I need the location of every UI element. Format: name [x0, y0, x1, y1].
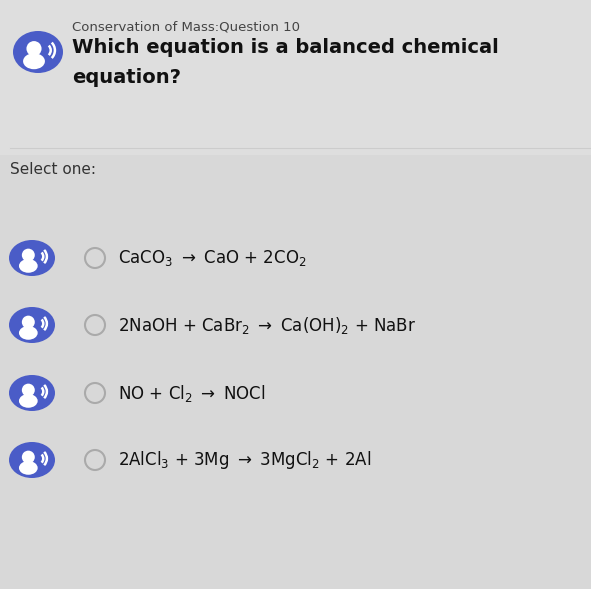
- Text: Which equation is a balanced chemical: Which equation is a balanced chemical: [72, 38, 499, 57]
- Ellipse shape: [13, 31, 63, 73]
- Text: CaCO$_3$ $\rightarrow$ CaO + 2CO$_2$: CaCO$_3$ $\rightarrow$ CaO + 2CO$_2$: [118, 248, 307, 268]
- Ellipse shape: [19, 326, 38, 340]
- Ellipse shape: [9, 375, 55, 411]
- Text: 2NaOH + CaBr$_2$ $\rightarrow$ Ca(OH)$_2$ + NaBr: 2NaOH + CaBr$_2$ $\rightarrow$ Ca(OH)$_2…: [118, 315, 416, 336]
- Circle shape: [22, 451, 35, 464]
- Circle shape: [22, 316, 35, 329]
- Ellipse shape: [9, 442, 55, 478]
- Text: 2AlCl$_3$ + 3Mg $\rightarrow$ 3MgCl$_2$ + 2Al: 2AlCl$_3$ + 3Mg $\rightarrow$ 3MgCl$_2$ …: [118, 449, 371, 471]
- Circle shape: [22, 249, 35, 262]
- Ellipse shape: [9, 240, 55, 276]
- Text: NO + Cl$_2$ $\rightarrow$ NOCl: NO + Cl$_2$ $\rightarrow$ NOCl: [118, 382, 265, 403]
- Circle shape: [27, 41, 41, 56]
- Text: Select one:: Select one:: [10, 162, 96, 177]
- FancyBboxPatch shape: [0, 0, 591, 155]
- Ellipse shape: [19, 394, 38, 408]
- Ellipse shape: [19, 259, 38, 273]
- Circle shape: [22, 383, 35, 396]
- Ellipse shape: [9, 307, 55, 343]
- Ellipse shape: [19, 461, 38, 475]
- Ellipse shape: [23, 53, 45, 70]
- Text: equation?: equation?: [72, 68, 181, 87]
- Text: Conservation of Mass:Question 10: Conservation of Mass:Question 10: [72, 20, 300, 33]
